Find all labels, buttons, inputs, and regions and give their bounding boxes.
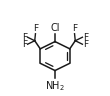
Text: Cl: Cl	[50, 23, 60, 33]
Text: NH$_2$: NH$_2$	[45, 79, 65, 93]
Text: F: F	[83, 40, 88, 49]
Text: F: F	[22, 33, 27, 42]
Text: F: F	[22, 40, 27, 49]
Text: F: F	[33, 24, 38, 33]
Text: F: F	[72, 24, 77, 33]
Text: F: F	[83, 33, 88, 42]
